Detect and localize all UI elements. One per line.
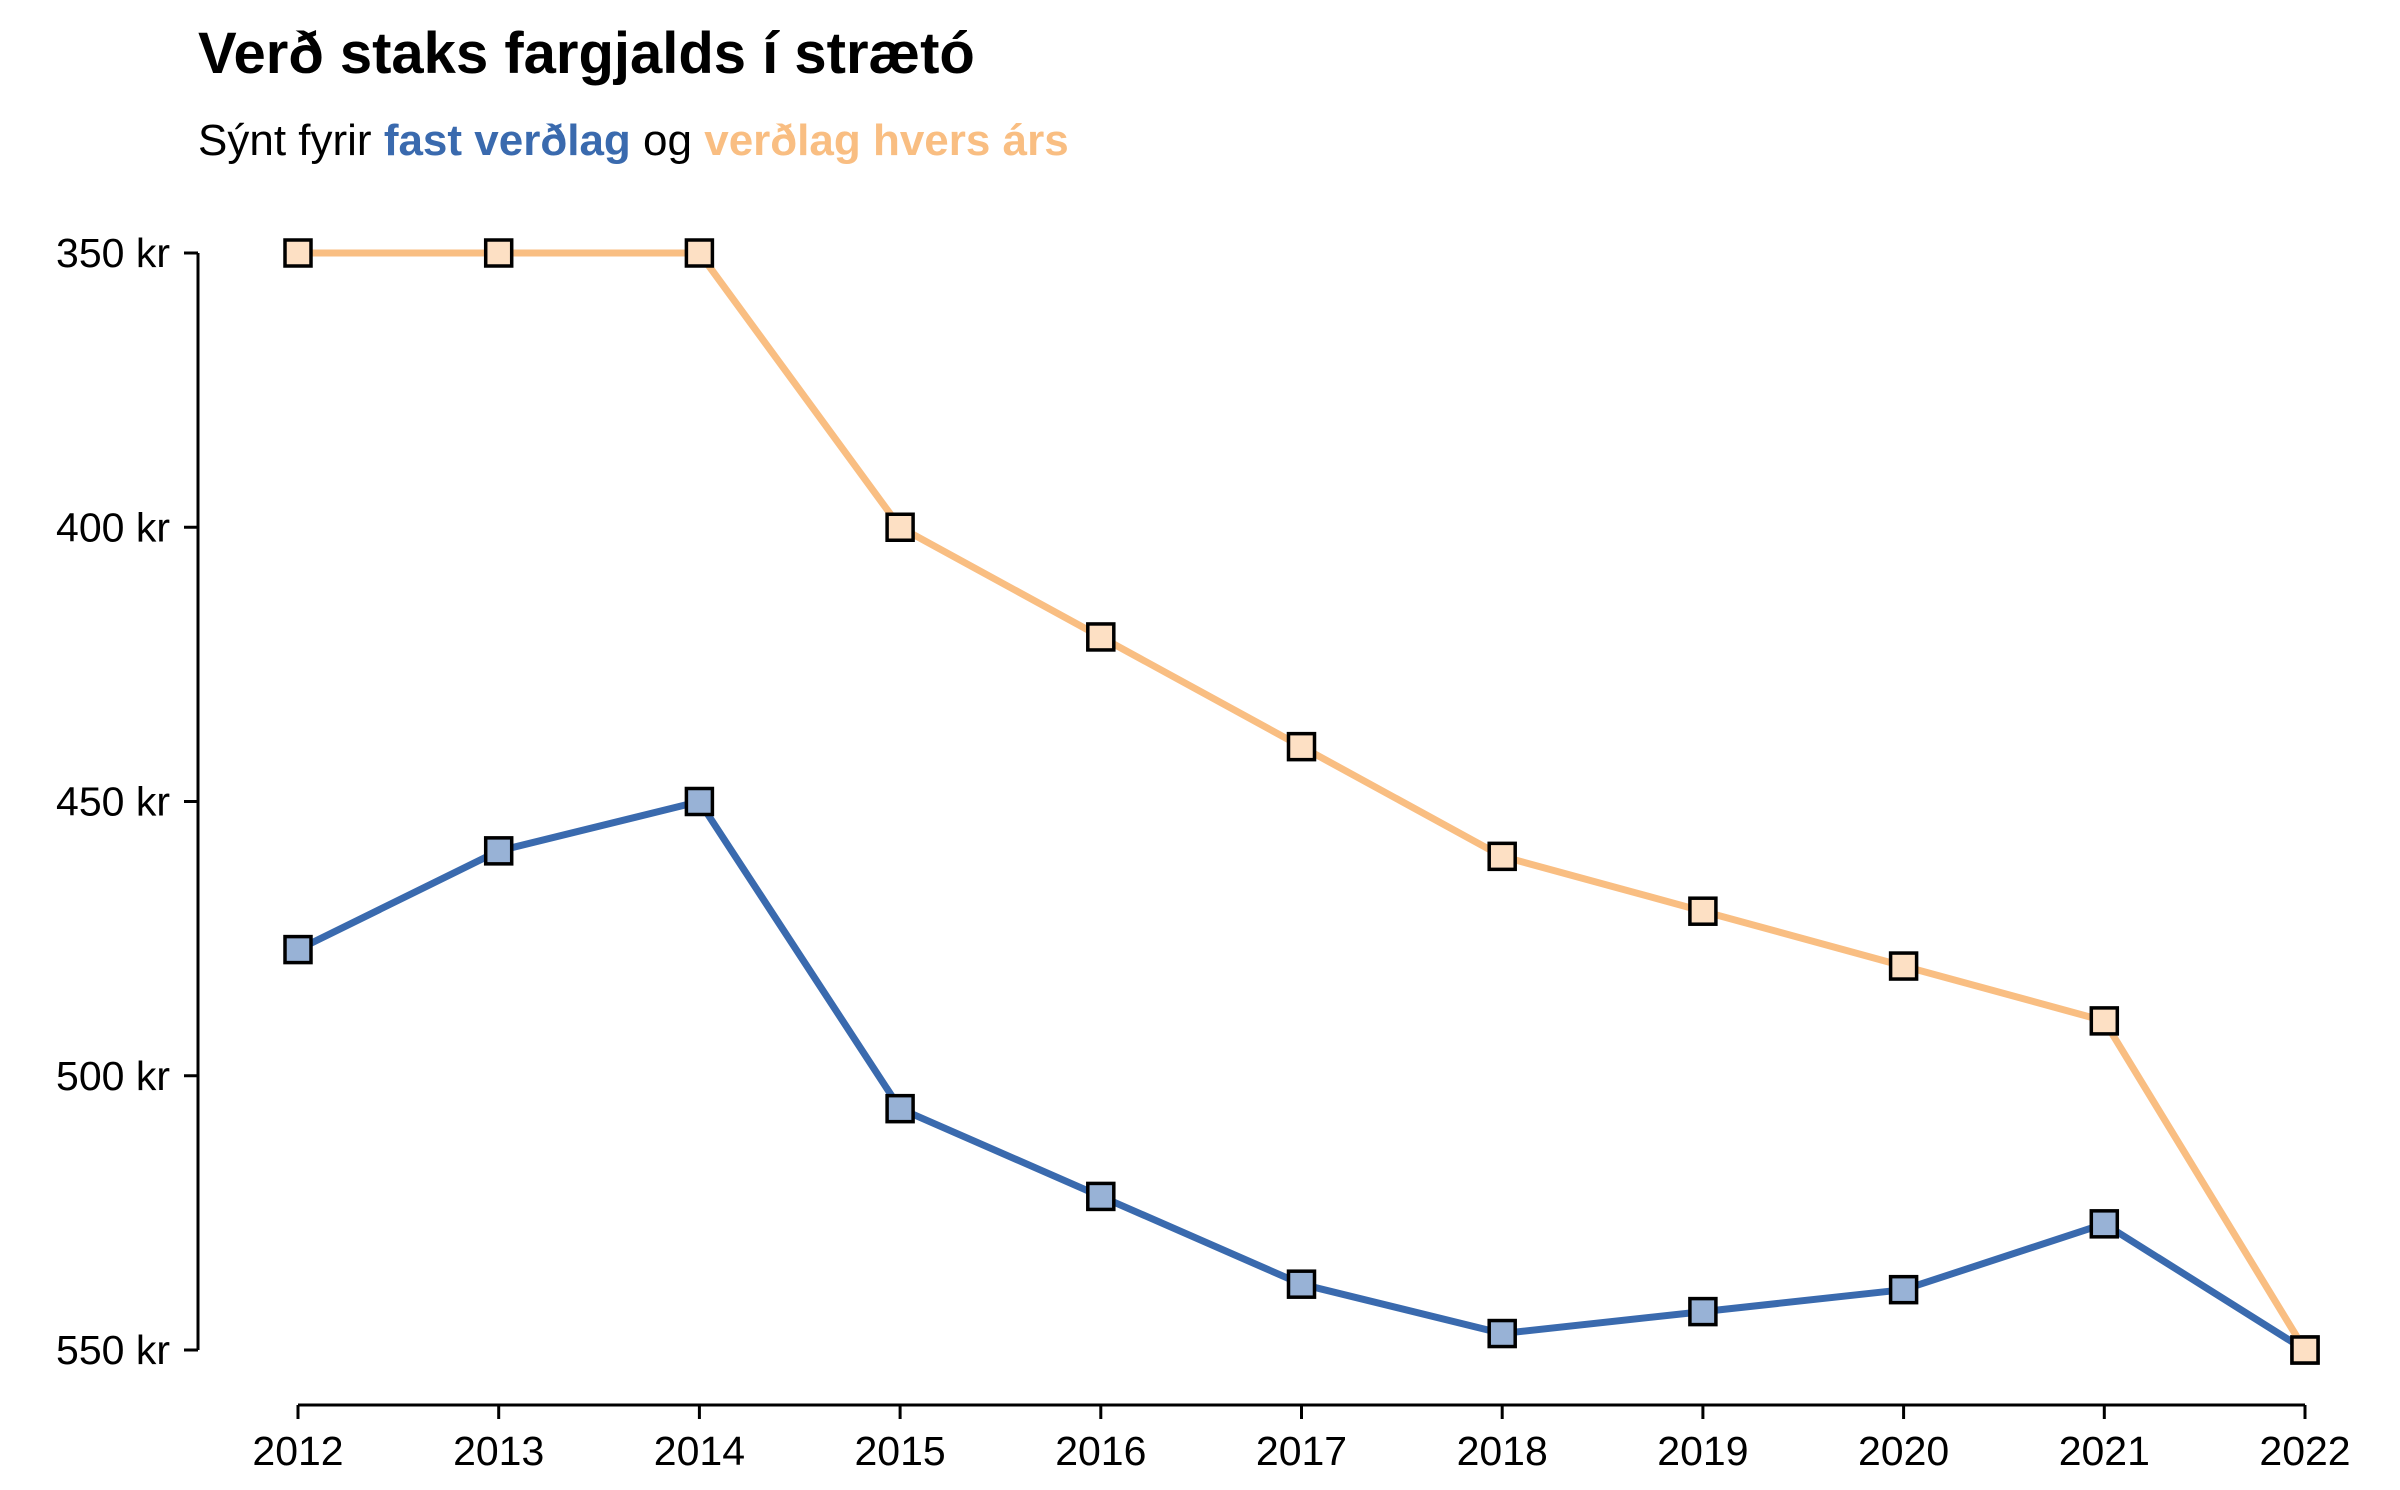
- subtitle-connector: og: [643, 116, 692, 165]
- subtitle-series-nominal: verðlag hvers árs: [704, 116, 1069, 165]
- x-tick-label: 2017: [1256, 1428, 1347, 1474]
- axes: 350 kr 400 kr 450 kr 500 kr 550 kr 2012 2013 20…: [56, 230, 2351, 1474]
- data-point: [1086, 622, 1116, 652]
- y-tick-label: 450 kr: [56, 779, 170, 825]
- data-point: [1286, 731, 1317, 762]
- data-point: [1286, 1269, 1317, 1299]
- data-point: [483, 238, 514, 268]
- y-tick-label: 350 kr: [56, 230, 170, 276]
- data-point: [885, 512, 915, 542]
- x-tick-label: 2021: [2059, 1428, 2150, 1474]
- x-tick-label: 2015: [854, 1428, 945, 1474]
- data-point: [483, 836, 514, 866]
- chart-title: Verð staks fargjalds í strætó: [198, 21, 975, 86]
- data-point: [2089, 1006, 2120, 1036]
- x-tick-label: 2018: [1457, 1428, 1548, 1474]
- x-tick-label: 2020: [1858, 1428, 1949, 1474]
- data-point: [1688, 1296, 1718, 1327]
- data-point: [1688, 896, 1718, 926]
- x-tick-label: 2019: [1657, 1428, 1748, 1474]
- y-tick-label: 400 kr: [56, 504, 170, 550]
- x-tick-label: 2013: [453, 1428, 544, 1474]
- data-point: [283, 238, 313, 268]
- series-line: [294, 249, 2309, 1354]
- data-point: [1086, 1181, 1116, 1212]
- series-verdlag-hvers-ars: [283, 238, 2320, 1365]
- data-point: [1487, 1318, 1517, 1349]
- data-point: [1888, 1274, 1919, 1305]
- series-fast-verdlag: [283, 786, 2320, 1365]
- x-tick-label: 2016: [1055, 1428, 1146, 1474]
- data-point: [2089, 1209, 2120, 1239]
- y-tick-label: 500 kr: [56, 1053, 170, 1099]
- subtitle-prefix: Sýnt fyrir: [198, 116, 372, 165]
- subtitle-series-fast: fast verðlag: [383, 116, 631, 165]
- series-layer: [283, 238, 2320, 1365]
- data-point: [283, 934, 313, 965]
- data-point: [1888, 951, 1919, 981]
- data-point: [1487, 841, 1517, 872]
- y-tick-label: 550 kr: [56, 1327, 170, 1373]
- data-point: [885, 1093, 915, 1124]
- x-tick-label: 2014: [654, 1428, 745, 1474]
- x-tick-label: 2022: [2259, 1428, 2350, 1474]
- data-point: [684, 238, 715, 268]
- data-point: [2290, 1335, 2320, 1365]
- chart-subtitle: Sýnt fyrir fast verðlag og verðlag hvers…: [198, 116, 1069, 166]
- x-tick-label: 2012: [252, 1428, 343, 1474]
- data-point: [684, 786, 715, 817]
- series-line: [294, 798, 2309, 1354]
